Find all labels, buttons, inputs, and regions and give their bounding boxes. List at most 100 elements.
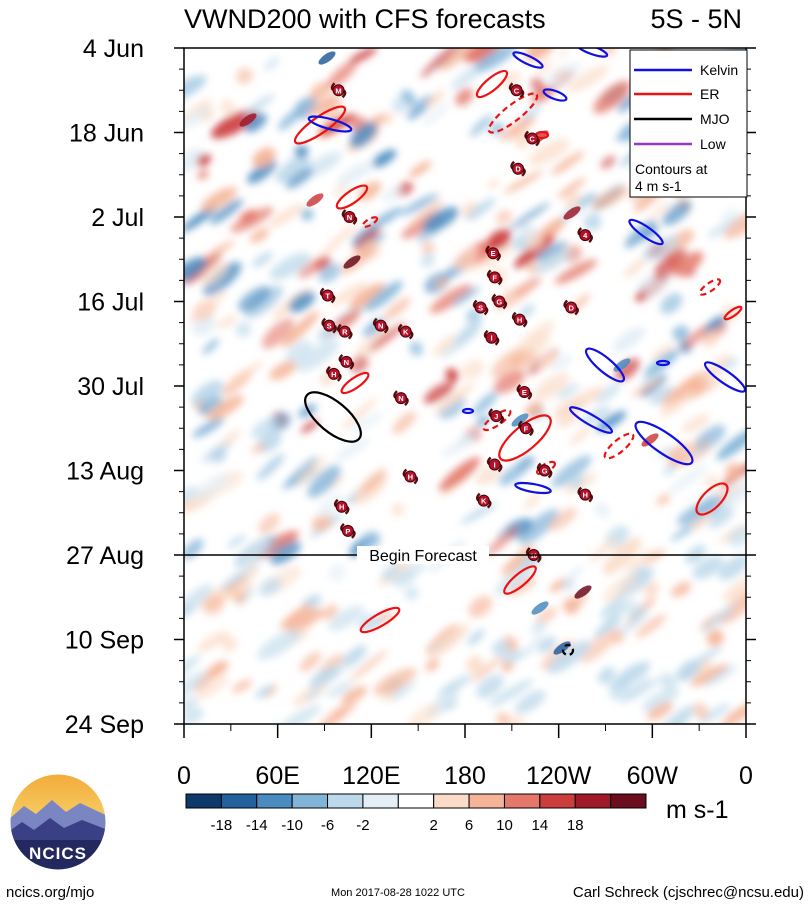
anomaly-blob — [373, 667, 417, 696]
anomaly-blob — [466, 656, 484, 674]
anomaly-blob — [256, 453, 285, 481]
anomaly-blob — [184, 584, 213, 617]
anomaly-blob — [439, 48, 478, 71]
logo-ring — [9, 773, 107, 871]
anomaly-blob — [596, 410, 627, 432]
wave-contour — [514, 481, 552, 495]
storm-marker: K — [475, 492, 492, 509]
storm-label: C — [514, 86, 520, 95]
anomaly-blob — [200, 187, 237, 212]
anomaly-blob — [389, 562, 401, 572]
wave-contour — [304, 391, 362, 443]
anomaly-blob — [569, 427, 592, 445]
anomaly-blob — [326, 681, 353, 698]
anomaly-blob — [672, 325, 690, 342]
anomaly-blob — [549, 61, 582, 84]
y-tick-label: 10 Sep — [65, 627, 144, 655]
anomaly-blob — [687, 378, 724, 401]
anomaly-blob — [725, 463, 743, 480]
anomaly-blob — [350, 355, 369, 374]
anomaly-blob — [564, 192, 582, 209]
storm-label: D — [515, 165, 521, 174]
anomaly-blob — [698, 703, 731, 724]
storm-dot — [565, 301, 578, 314]
anomaly-blob — [493, 370, 525, 394]
anomaly-blob — [408, 160, 432, 178]
storm-marker: F — [486, 269, 503, 286]
colorbar-swatch — [220, 793, 258, 809]
anomaly-blob — [349, 282, 386, 310]
anomaly-blob — [202, 338, 220, 355]
anomaly-blob — [244, 94, 275, 116]
forecast-label-background — [357, 546, 489, 564]
x-tick-label: 60E — [255, 762, 299, 790]
anomaly-blob — [496, 209, 512, 225]
anomaly-blob — [518, 105, 541, 124]
anomaly-blob — [623, 258, 647, 278]
anomaly-core — [306, 193, 324, 207]
anomaly-blob — [369, 322, 406, 352]
anomaly-blob — [533, 373, 570, 401]
anomaly-blob — [432, 334, 457, 357]
anomaly-blob — [392, 411, 417, 434]
chart-title: VWND200 with CFS forecasts — [184, 4, 546, 34]
anomaly-blob — [422, 206, 459, 232]
anomaly-blob — [409, 341, 423, 356]
anomaly-blob — [549, 578, 567, 593]
anomaly-blob — [371, 149, 397, 168]
storm-dot — [327, 367, 340, 380]
storm-marker: N — [372, 317, 389, 334]
storm-label: 4 — [583, 231, 588, 240]
colorbar-level-label: 14 — [532, 817, 549, 834]
anomaly-blob — [535, 248, 573, 274]
anomaly-blob — [472, 391, 498, 416]
anomaly-blob — [619, 677, 652, 704]
anomaly-blob — [421, 241, 435, 255]
storm-marker: R — [337, 323, 353, 340]
anomaly-blob — [187, 290, 227, 324]
anomaly-blob — [708, 507, 735, 529]
storm-marker: H — [333, 498, 350, 515]
wave-contour — [695, 482, 729, 516]
anomaly-blob — [276, 705, 322, 724]
anomaly-blob — [701, 330, 719, 348]
colorbar-swatch — [291, 793, 329, 809]
storm-dot — [512, 162, 525, 175]
wave-contour — [359, 606, 401, 634]
anomaly-blob — [513, 234, 555, 269]
anomaly-blob — [598, 666, 616, 684]
anomaly-blob — [296, 339, 340, 372]
anomaly-blob — [690, 512, 711, 531]
anomaly-blob — [683, 326, 708, 349]
anomaly-blob — [285, 608, 323, 633]
anomaly-blob — [591, 186, 628, 210]
storm-marker: S — [472, 299, 489, 316]
anomaly-blob — [251, 417, 279, 439]
wave-contour — [307, 115, 353, 133]
anomaly-blob — [475, 415, 491, 427]
anomaly-blob — [300, 419, 319, 434]
anomaly-blob — [647, 702, 673, 721]
storm-label: N — [398, 394, 403, 403]
anomaly-blob — [523, 492, 542, 510]
wave-filter-contours — [293, 48, 746, 657]
anomaly-blob — [184, 204, 219, 233]
storm-dot — [488, 271, 501, 284]
anomaly-blob — [642, 687, 680, 712]
anomaly-blob — [301, 208, 314, 221]
anomaly-blob — [451, 286, 481, 307]
storm-label: F — [492, 273, 497, 282]
anomaly-blob — [673, 251, 704, 277]
storm-marker: D — [563, 299, 579, 316]
anomaly-blob — [227, 534, 247, 549]
storm-label: E — [491, 249, 496, 258]
anomaly-blob — [423, 381, 455, 404]
colorbar-level-label: -6 — [321, 817, 334, 834]
anomaly-blob — [662, 200, 692, 226]
wave-contour — [628, 218, 664, 246]
x-tick-label: 0 — [739, 762, 753, 790]
y-tick-label: 16 Jul — [77, 289, 144, 317]
storm-label: G — [542, 467, 548, 476]
storm-label: F — [524, 424, 529, 433]
anomaly-blob — [510, 714, 527, 724]
